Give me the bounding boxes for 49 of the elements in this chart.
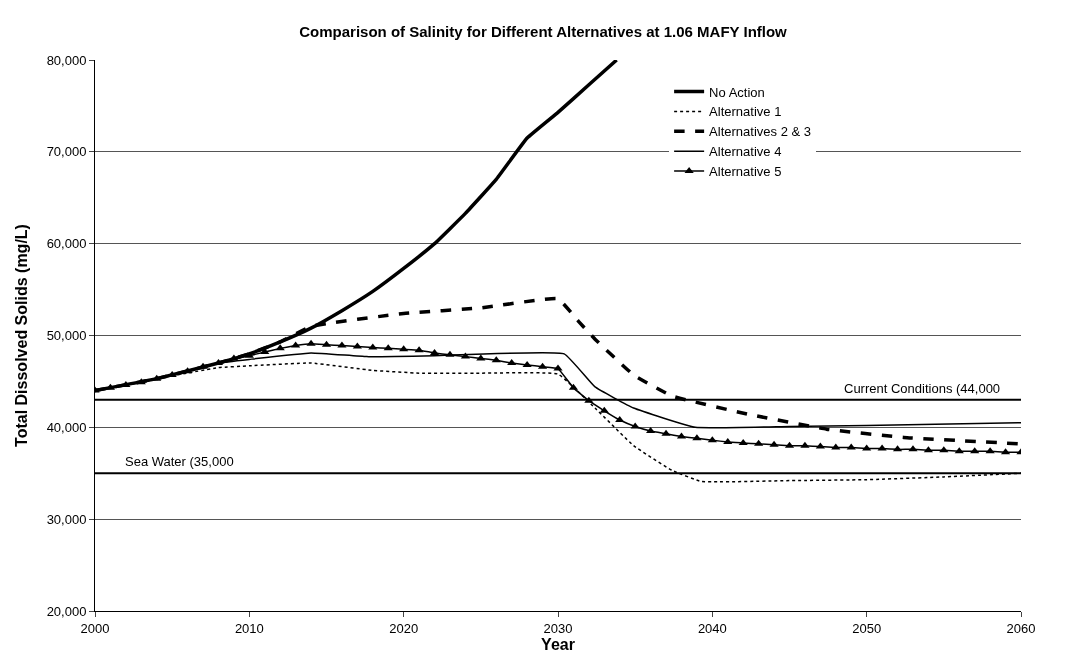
point: [846, 443, 856, 450]
legend-label: No Action: [709, 84, 765, 100]
point: [260, 348, 270, 355]
legend-label: Alternative 4: [709, 144, 782, 160]
x-axis-title: Year: [541, 635, 575, 653]
y-tick-label: 80,000: [46, 52, 87, 68]
point: [244, 351, 254, 358]
point: [754, 439, 764, 446]
legend-label: Alternatives 2 & 3: [709, 124, 812, 140]
ref-line-label: Sea Water (35,000: [125, 454, 234, 469]
point: [738, 438, 748, 445]
legend-label: Alternative 1: [709, 104, 782, 120]
y-tick-label: 30,000: [46, 511, 87, 527]
point: [522, 360, 532, 367]
point: [723, 438, 733, 445]
point: [800, 441, 810, 448]
y-axis-title: Total Dissolved Solids (mg/L): [12, 224, 30, 447]
point: [445, 350, 455, 357]
point: [707, 436, 717, 443]
point: [399, 345, 409, 352]
point: [291, 341, 301, 348]
legend-label: Alternative 5: [709, 164, 782, 180]
point: [507, 359, 517, 366]
point: [615, 415, 625, 422]
point: [553, 364, 563, 371]
point: [661, 429, 671, 436]
point: [306, 339, 316, 346]
y-tick-label: 60,000: [46, 236, 87, 252]
x-tick-label: 2010: [234, 620, 264, 636]
y-tick-label: 50,000: [46, 328, 87, 344]
ref-line-label: Current Conditions (44,000: [844, 381, 1001, 396]
point: [337, 341, 347, 348]
x-tick-label: 2060: [1006, 620, 1036, 636]
point: [831, 443, 841, 450]
x-tick-label: 2040: [697, 620, 727, 636]
x-tick-label: 2050: [852, 620, 882, 636]
y-tick-label: 70,000: [46, 144, 87, 160]
x-tick-label: 2000: [80, 620, 110, 636]
point: [352, 342, 362, 349]
y-tick-label: 20,000: [46, 603, 87, 619]
point: [769, 440, 779, 447]
point: [954, 447, 964, 454]
x-tick-label: 2020: [389, 620, 419, 636]
y-tick-label: 40,000: [46, 419, 87, 435]
chart-title: Comparison of Salinity for Different Alternatives at 1.06 MAFY Inflow: [299, 23, 788, 41]
x-tick-label: 2030: [543, 620, 573, 636]
point: [815, 442, 825, 449]
point: [599, 406, 609, 413]
point: [970, 447, 980, 454]
